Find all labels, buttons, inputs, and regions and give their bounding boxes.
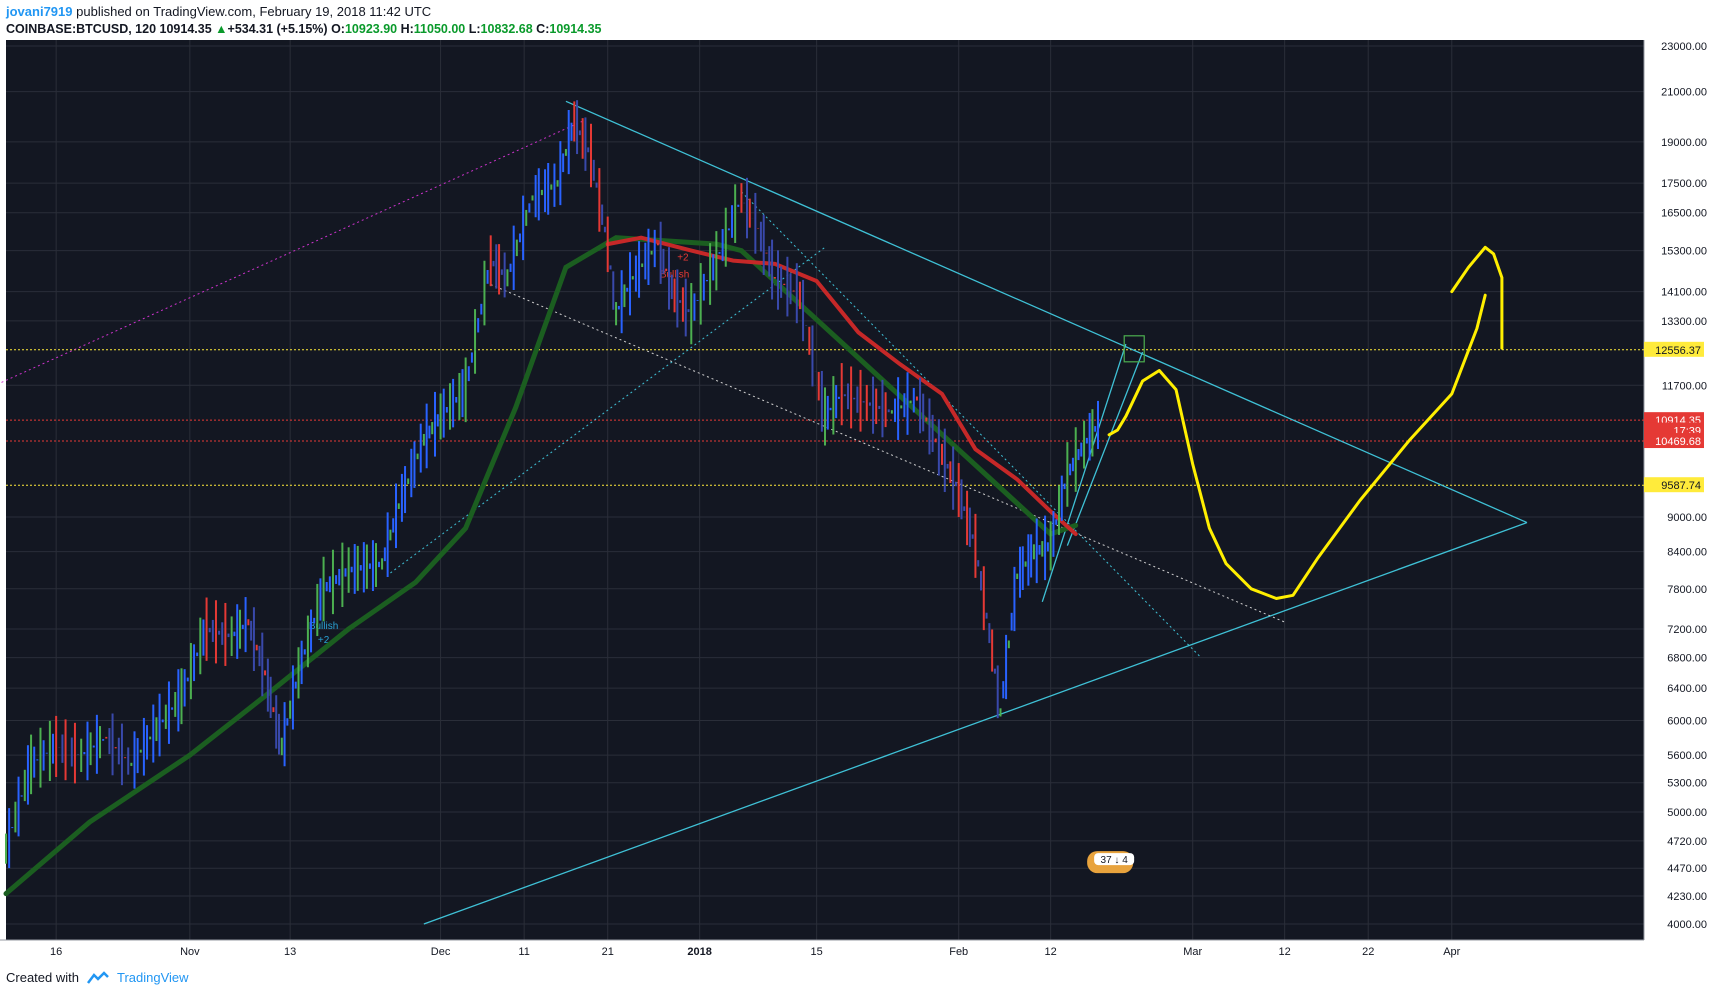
chart-publish-header: jovani7919 published on TradingView.com,…: [6, 4, 431, 19]
price-tick-label: 5000.00: [1667, 807, 1707, 819]
time-axis-background: [0, 940, 1710, 962]
time-tick-label: Mar: [1183, 946, 1202, 958]
price-tick-label: 6800.00: [1667, 653, 1707, 665]
created-with-text: Created with: [6, 970, 79, 985]
price-tick-label: 6000.00: [1667, 715, 1707, 727]
price-tick-label: 11700.00: [1662, 380, 1707, 392]
price-tick-label: 4720.00: [1667, 836, 1707, 848]
close-label: C:: [536, 22, 550, 36]
open-label: O:: [331, 22, 345, 36]
price-label-box: [1644, 341, 1704, 357]
time-tick-label: Nov: [180, 946, 200, 958]
high-label: H:: [400, 22, 414, 36]
price-tick-label: 4230.00: [1667, 891, 1707, 903]
price-tick-label: 16500.00: [1661, 208, 1707, 220]
price-tick-label: 6400.00: [1667, 683, 1707, 695]
trend-line: [565, 100, 1528, 524]
footer: Created with TradingView: [6, 970, 189, 985]
time-tick-label: 12: [1045, 946, 1057, 958]
tradingview-link[interactable]: TradingView: [116, 970, 189, 985]
price-label-text: 9587.74: [1661, 480, 1701, 492]
price-tick-label: 7200.00: [1667, 624, 1707, 636]
price-tick-label: 23000.00: [1661, 41, 1707, 53]
change-value: +534.31 (+5.15%): [227, 22, 328, 36]
price-tick-label: 21000.00: [1661, 87, 1707, 99]
change-up-icon: ▲: [215, 22, 228, 36]
price-tick-label: 19000.00: [1661, 137, 1707, 149]
open-value: 10923.90: [344, 22, 398, 36]
price-chart[interactable]: 16 Nov 13 Dec 11 21 2018 15 Feb 12 Mar 12 22 Apr 2300…: [0, 40, 1710, 962]
price-tick-label: 7800.00: [1667, 584, 1707, 596]
time-tick-label: 2018: [687, 946, 711, 958]
time-tick-label: 13: [284, 946, 296, 958]
trend-line: [423, 521, 1528, 925]
price-tick-label: 13300.00: [1661, 316, 1707, 328]
price-label-box: [1644, 433, 1704, 449]
chart-overlays: Bullish +2 +2 Bullish 37 ↓ 4: [0, 100, 1644, 925]
price-tick-label: 4000.00: [1667, 919, 1707, 931]
price-tick-label: 5300.00: [1667, 778, 1707, 790]
time-tick-label: 22: [1362, 946, 1374, 958]
time-tick-label: Feb: [949, 946, 968, 958]
projection-drawing: [1107, 293, 1487, 600]
tradingview-logo-icon[interactable]: [86, 970, 109, 985]
chart-grid: [6, 40, 1644, 940]
trend-line: [1066, 351, 1144, 546]
price-tick-label: 14100.00: [1661, 287, 1707, 299]
time-axis[interactable]: 16 Nov 13 Dec 11 21 2018 15 Feb 12 Mar 12 22 Apr: [0, 939, 1710, 962]
price-tick-label: 17500.00: [1661, 178, 1707, 190]
price-tick-label: 8400.00: [1667, 547, 1707, 559]
signal-annotation: Bullish: [660, 270, 689, 281]
last-price: 10914.35: [159, 22, 212, 36]
ideas-badge-text: 37 ↓ 4: [1101, 855, 1129, 866]
trend-line: [0, 120, 583, 384]
trend-line: [741, 191, 1202, 659]
ideas-badge-inner: [1094, 853, 1135, 866]
time-tick-label: 16: [50, 946, 62, 958]
ohlc-header: COINBASE:BTCUSD, 120 10914.35 ▲+534.31 (…: [6, 22, 602, 36]
time-tick-label: Apr: [1443, 946, 1460, 958]
symbol-label: COINBASE:BTCUSD, 120: [6, 22, 157, 36]
time-tick-label: Dec: [431, 946, 451, 958]
price-label-text: 10469.68: [1655, 436, 1701, 448]
target-marker-box: [1123, 335, 1145, 363]
projection-drawing-tail: [1450, 245, 1504, 350]
price-series: [3, 100, 1099, 897]
chart-background: [6, 40, 1644, 940]
close-value: 10914.35: [549, 22, 602, 36]
signal-annotation: +2: [318, 635, 330, 646]
signal-annotation: Bullish: [309, 621, 338, 632]
author-link[interactable]: jovani7919: [6, 4, 73, 19]
price-tick-label: 4470.00: [1667, 863, 1707, 875]
high-value: 11050.00: [413, 22, 466, 36]
price-label-box: [1644, 477, 1704, 493]
trend-line: [390, 246, 826, 574]
price-tick-label: 9000.00: [1667, 512, 1707, 524]
trend-line: [490, 284, 1285, 623]
price-tick-label: 15300.00: [1661, 246, 1707, 258]
time-tick-label: 21: [602, 946, 614, 958]
time-tick-label: 15: [811, 946, 823, 958]
price-tick-label: 5600.00: [1667, 750, 1707, 762]
low-value: 10832.68: [480, 22, 533, 36]
green-moving-average: [3, 235, 1079, 897]
signal-annotation: +2: [677, 253, 689, 264]
trend-line: [1041, 343, 1127, 603]
time-tick-label: 12: [1279, 946, 1291, 958]
red-moving-average: [605, 235, 1078, 536]
published-text: published on TradingView.com, February 1…: [76, 4, 432, 19]
time-tick-label: 11: [518, 946, 529, 958]
price-label-text: 12556.37: [1655, 345, 1701, 357]
low-label: L:: [468, 22, 481, 36]
